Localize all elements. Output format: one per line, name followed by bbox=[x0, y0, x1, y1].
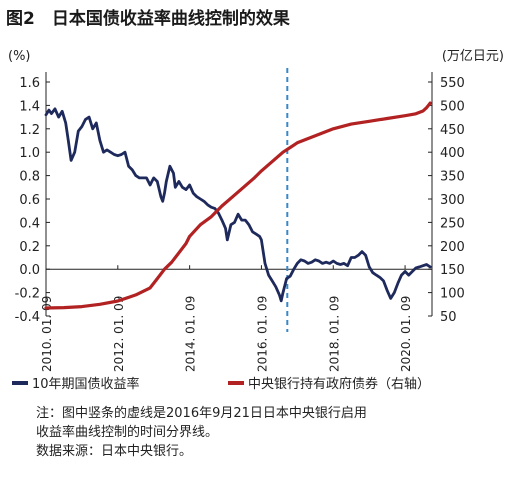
right-axis-unit: (万亿日元) bbox=[442, 49, 504, 64]
x-tick-label: 2014. 01. 09 bbox=[184, 296, 198, 372]
right-tick-label: 200 bbox=[440, 240, 465, 255]
chart-title: 图2 日本国债收益率曲线控制的效果 bbox=[6, 9, 290, 29]
x-tick-label: 2020. 01. 09 bbox=[399, 296, 413, 372]
x-tick-label: 2012. 01. 09 bbox=[112, 296, 126, 372]
right-tick-label: 500 bbox=[440, 99, 465, 114]
left-tick-label: -0.4 bbox=[15, 310, 40, 325]
left-tick-label: -0.2 bbox=[15, 287, 40, 302]
left-tick-label: 0.0 bbox=[19, 263, 40, 278]
right-tick-label: 100 bbox=[440, 287, 465, 302]
right-tick-label: 250 bbox=[440, 216, 465, 231]
left-tick-label: 1.2 bbox=[19, 123, 40, 138]
right-tick-label: 300 bbox=[440, 193, 465, 208]
right-tick-label: 550 bbox=[440, 76, 465, 91]
left-axis-unit: (%) bbox=[8, 49, 31, 64]
legend-label: 中央银行持有政府债券（右轴） bbox=[248, 376, 430, 392]
left-tick-label: 1.4 bbox=[19, 99, 40, 114]
right-tick-label: 450 bbox=[440, 123, 465, 138]
left-tick-label: 1.6 bbox=[19, 76, 40, 91]
x-tick-label: 2016. 01. 09 bbox=[255, 296, 269, 372]
x-tick-label: 2018. 01. 09 bbox=[327, 296, 341, 372]
x-tick-label: 2010. 01. 09 bbox=[40, 296, 54, 372]
right-tick-label: 400 bbox=[440, 146, 465, 161]
left-tick-label: 0.4 bbox=[19, 216, 40, 231]
right-tick-label: 50 bbox=[440, 310, 457, 325]
source-line: 数据来源：日本中央银行。 bbox=[36, 444, 193, 459]
series-line-boj-holdings bbox=[44, 101, 432, 310]
legend-label: 10年期国债收益率 bbox=[32, 376, 140, 392]
right-tick-label: 150 bbox=[440, 263, 465, 278]
left-tick-label: 0.2 bbox=[19, 240, 40, 255]
right-tick-label: 350 bbox=[440, 170, 465, 185]
left-tick-label: 0.8 bbox=[19, 170, 40, 185]
left-tick-label: 1.0 bbox=[19, 146, 40, 161]
left-tick-label: 0.6 bbox=[19, 193, 40, 208]
note-line-2: 收益率曲线控制的时间分界线。 bbox=[36, 425, 219, 440]
note-line-1: 注：图中竖条的虚线是2016年9月21日日本中央银行启用 bbox=[36, 406, 367, 421]
series-line-10y-yield bbox=[44, 107, 432, 303]
